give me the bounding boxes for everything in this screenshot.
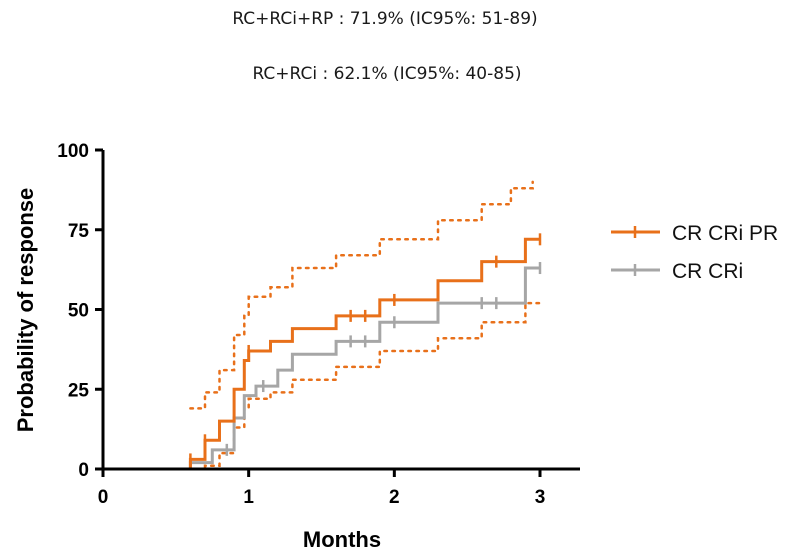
x-tick-label: 1 <box>243 487 254 508</box>
legend-label: CR CRi PR <box>672 222 778 245</box>
series-line-0 <box>103 237 540 471</box>
y-tick-label: 75 <box>68 221 90 242</box>
y-tick-label: 25 <box>68 380 90 401</box>
annotation-rc-rci: RC+RCi : 62.1% (IC95%: 40-85) <box>252 64 521 84</box>
lower-confidence-band-line <box>189 301 542 471</box>
y-axis-title: Probability of response <box>13 188 38 433</box>
annotation-rc-rci-rp: RC+RCi+RP : 71.9% (IC95%: 51-89) <box>232 9 537 29</box>
axes: 0 25 50 75 100 0 1 2 3 <box>57 141 580 508</box>
y-tick-label: 100 <box>57 141 89 162</box>
legend-label: CR CRi <box>672 260 743 283</box>
legend: CR CRi PR CR CRi <box>611 222 778 283</box>
y-tick-label: 0 <box>78 460 89 481</box>
x-axis-title: Months <box>303 527 381 552</box>
series-line-1 <box>103 266 540 471</box>
upper-confidence-band-line <box>189 180 534 410</box>
x-tick-label: 0 <box>98 487 109 508</box>
plot-area <box>103 180 542 471</box>
x-tick-label: 2 <box>389 487 400 508</box>
y-tick-label: 50 <box>68 301 89 322</box>
x-tick-label: 3 <box>535 487 546 508</box>
